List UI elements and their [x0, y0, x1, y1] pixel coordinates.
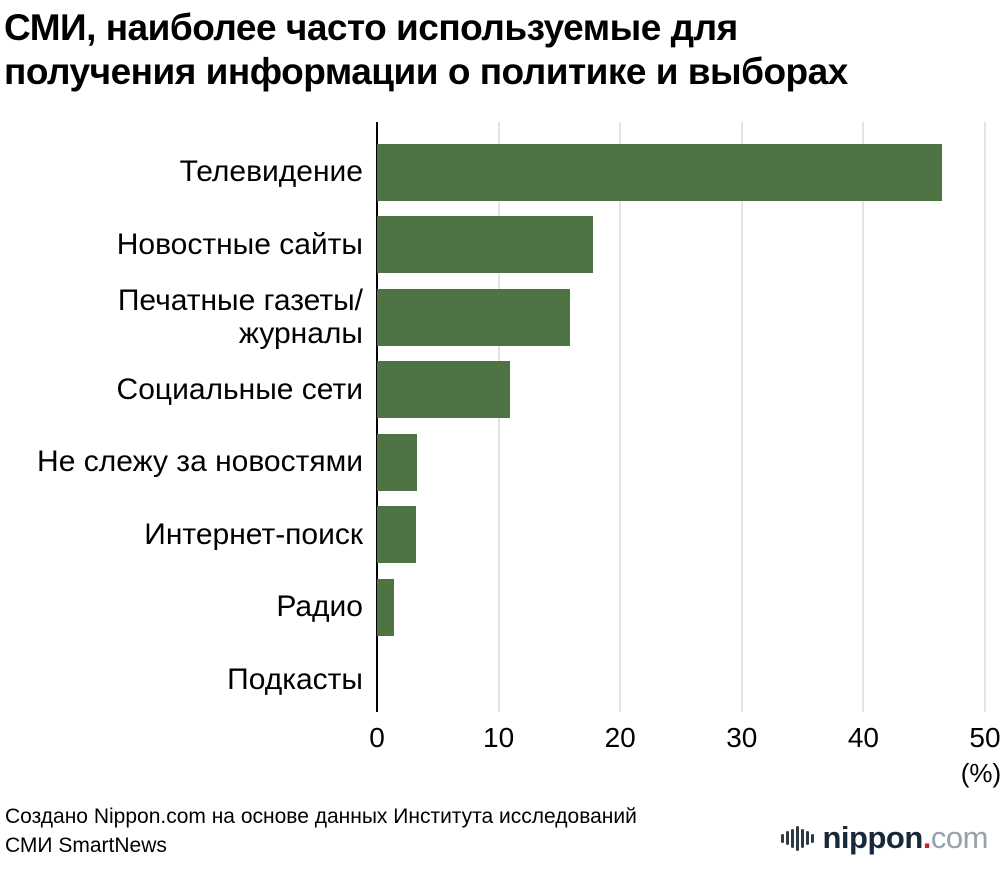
x-tick-label: 10: [483, 722, 515, 753]
bar-track: [377, 143, 985, 201]
bar-track: [377, 216, 985, 274]
logo-text-com: com: [930, 820, 989, 855]
category-label: Подкасты: [227, 662, 363, 696]
bar-row: Подкасты: [0, 644, 985, 717]
footer: Создано Nippon.com на основе данных Инст…: [5, 803, 989, 860]
bar-row: Печатные газеты/ журналы: [0, 281, 985, 354]
category-label: Не слежу за новостями: [37, 445, 363, 479]
bar-track: [377, 288, 985, 346]
bar-chart: Телевидение Новостные сайты Печатные газет…: [0, 122, 1000, 796]
category-label: Социальные сети: [116, 372, 363, 406]
category-label: Интернет-поиск: [144, 517, 363, 551]
gridline: [862, 122, 864, 712]
x-axis: (%) 0 10 20 30 40 50: [369, 716, 1000, 796]
bar: [377, 216, 594, 274]
bar-row: Телевидение: [0, 136, 985, 209]
bar-row: Социальные сети: [0, 354, 985, 427]
bar-track: [377, 433, 985, 491]
nippon-logo-icon: [780, 824, 814, 852]
category-label: Печатные газеты/ журналы: [117, 283, 363, 351]
bar-row: Радио: [0, 571, 985, 644]
x-tick-label: 20: [604, 722, 636, 753]
nippon-logo: nippon.com: [780, 820, 989, 860]
category-label: Радио: [276, 590, 363, 624]
logo-text-nippon: nippon: [822, 820, 924, 855]
bar-rows: Телевидение Новостные сайты Печатные газет…: [0, 136, 985, 716]
bar: [377, 433, 418, 491]
bar-row: Не слежу за новостями: [0, 426, 985, 499]
x-tick-label: 0: [369, 722, 385, 753]
bar: [377, 578, 395, 636]
nippon-logo-text: nippon.com: [823, 820, 989, 856]
x-tick-label: 30: [726, 722, 758, 753]
bar: [377, 506, 416, 564]
category-label: Телевидение: [179, 155, 363, 189]
bar-row: Интернет-поиск: [0, 499, 985, 572]
gridline: [619, 122, 621, 712]
x-tick-label: 40: [847, 722, 879, 753]
bar-track: [377, 506, 985, 564]
unit-label: (%): [960, 758, 1000, 788]
bar: [377, 288, 571, 346]
gridline: [984, 122, 986, 712]
source-note: Создано Nippon.com на основе данных Инст…: [5, 805, 637, 857]
bar-track: [377, 651, 985, 708]
logo-dot: .: [922, 820, 932, 855]
bar: [377, 361, 510, 419]
gridline: [741, 122, 743, 712]
bar: [377, 143, 943, 201]
bar-row: Новостные сайты: [0, 209, 985, 282]
x-tick-label: 50: [969, 722, 1000, 753]
chart-title: СМИ, наиболее часто используемые для пол…: [4, 7, 848, 93]
bar-track: [377, 578, 985, 636]
bar-track: [377, 361, 985, 419]
category-label: Новостные сайты: [116, 227, 363, 261]
